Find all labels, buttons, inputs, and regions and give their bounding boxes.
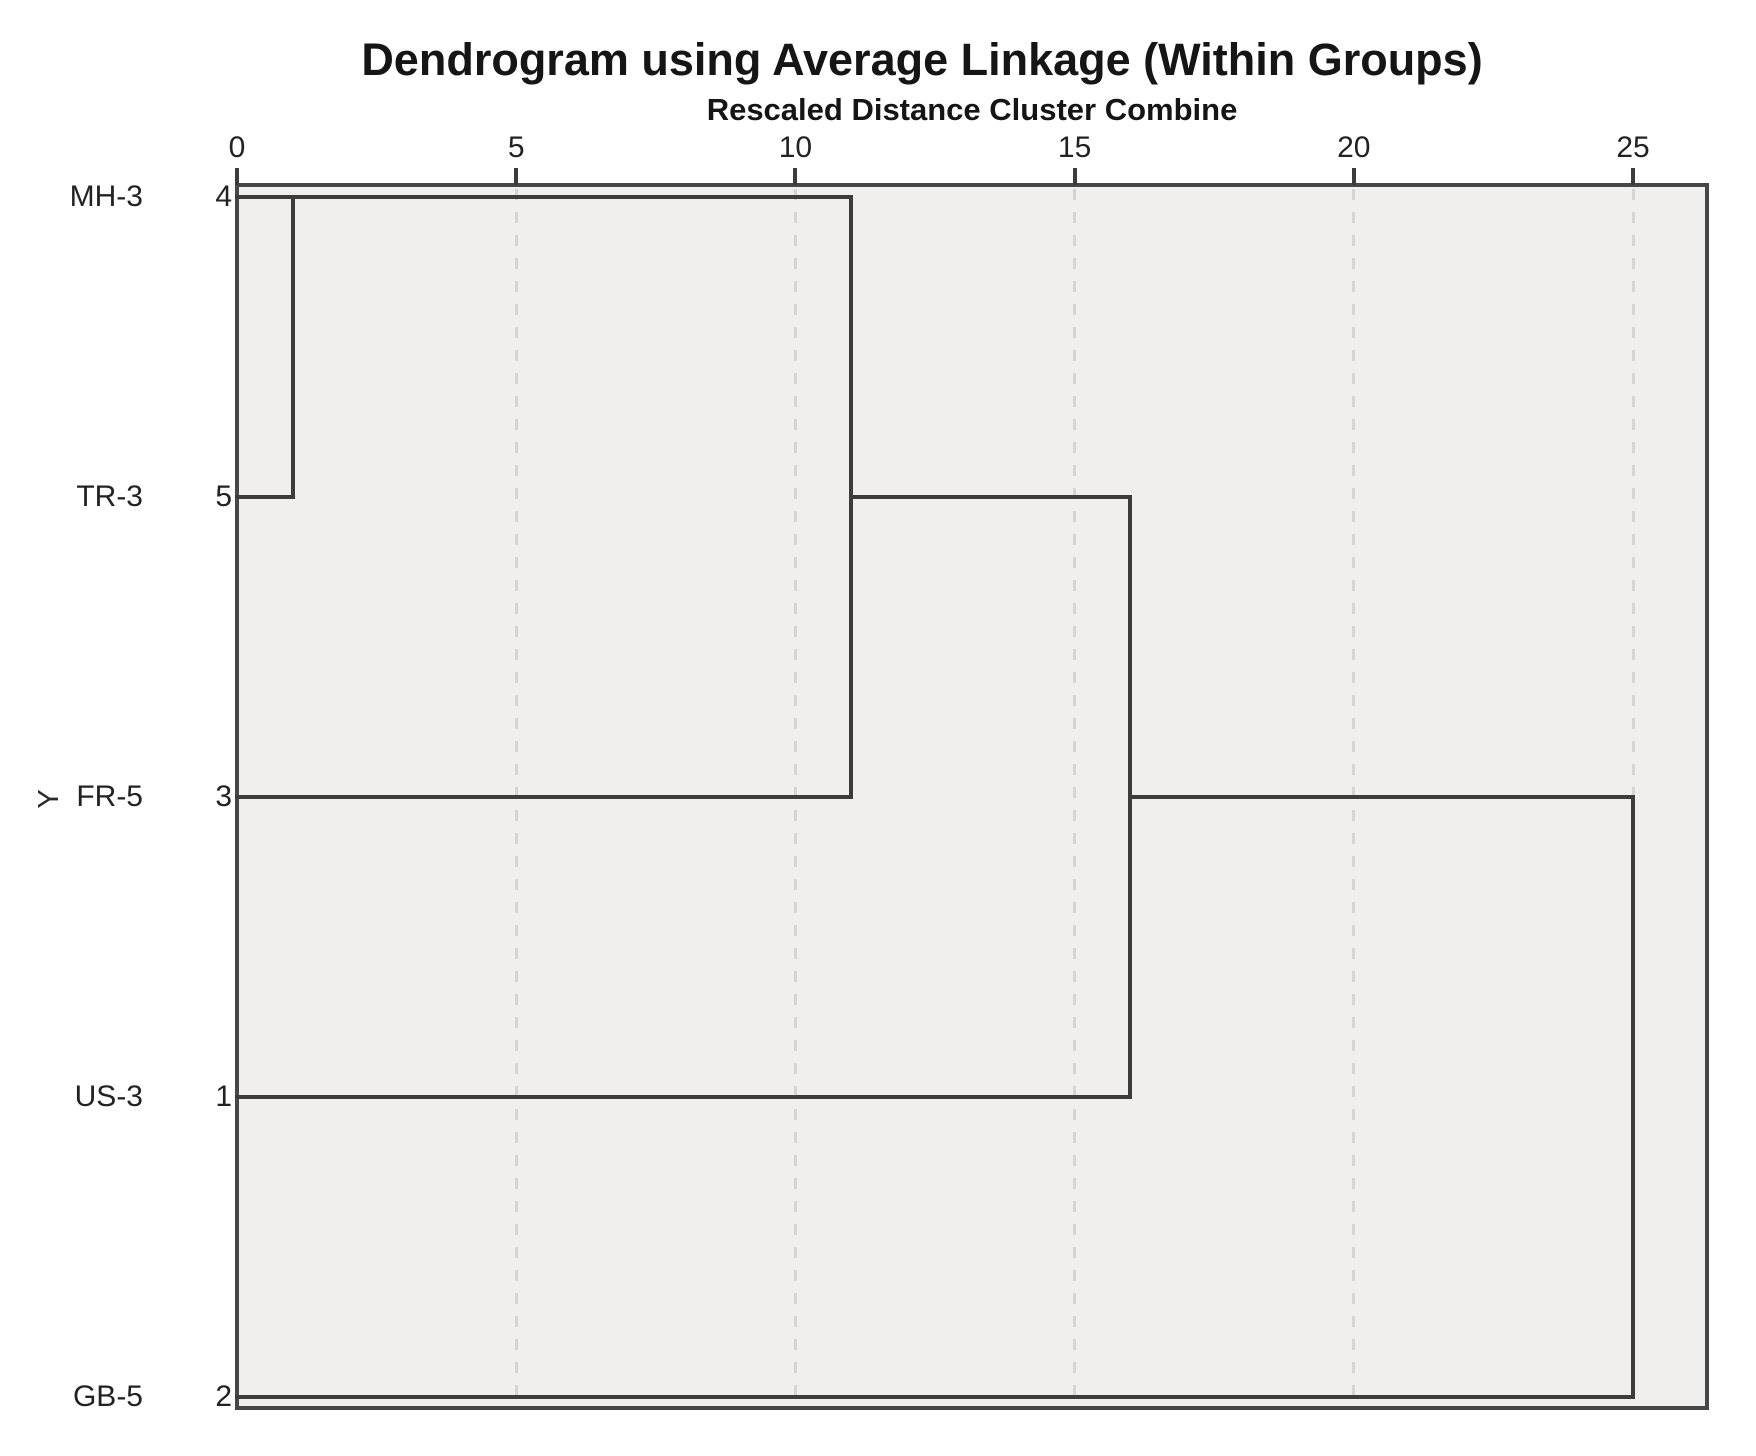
case-number: 2 bbox=[215, 1380, 232, 1413]
case-number: 3 bbox=[215, 780, 232, 813]
x-tick-label: 5 bbox=[507, 131, 525, 164]
dendrogram-v-segment bbox=[1631, 795, 1635, 1399]
tick-mark bbox=[793, 168, 798, 185]
x-axis-title: Rescaled Distance Cluster Combine bbox=[706, 92, 1238, 127]
case-label: US-3 bbox=[74, 1080, 143, 1113]
tick-mark bbox=[1072, 168, 1077, 185]
tick-mark bbox=[514, 168, 519, 185]
case-number: 4 bbox=[215, 180, 232, 213]
dendrogram-h-segment bbox=[235, 195, 854, 199]
dendrogram-h-segment bbox=[849, 495, 1133, 499]
x-tick-label: 10 bbox=[778, 131, 813, 164]
gridline bbox=[1073, 189, 1077, 1404]
dendrogram-h-segment bbox=[1128, 795, 1635, 799]
tick-mark bbox=[1351, 168, 1356, 185]
chart-title: Dendrogram using Average Linkage (Within… bbox=[361, 34, 1483, 85]
dendrogram-v-segment bbox=[849, 195, 854, 799]
dendrogram-h-segment bbox=[235, 1395, 1635, 1399]
x-tick-label: 25 bbox=[1616, 131, 1650, 164]
tick-mark bbox=[1631, 168, 1635, 185]
x-tick-label: 20 bbox=[1337, 131, 1371, 164]
dendrogram-h-segment bbox=[235, 795, 854, 799]
x-tick-label: 15 bbox=[1057, 131, 1092, 164]
dendrogram-h-segment bbox=[235, 1095, 1133, 1099]
case-label: TR-3 bbox=[76, 480, 143, 513]
case-label: FR-5 bbox=[76, 780, 143, 813]
dendrogram-h-segment bbox=[235, 495, 295, 499]
case-number: 1 bbox=[215, 1080, 232, 1113]
dendrogram-v-segment bbox=[290, 195, 295, 499]
case-label: MH-3 bbox=[69, 180, 143, 213]
dendrogram-v-segment bbox=[1128, 495, 1133, 1099]
tick-mark bbox=[235, 168, 239, 185]
case-number: 5 bbox=[215, 480, 232, 513]
case-label: GB-5 bbox=[72, 1380, 143, 1413]
x-tick-label: 0 bbox=[228, 131, 246, 164]
